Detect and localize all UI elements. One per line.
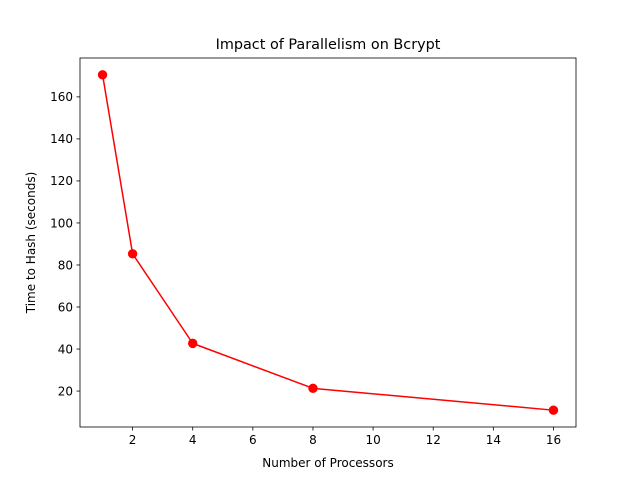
y-tick-label: 120	[50, 174, 73, 188]
y-tick-label: 80	[58, 258, 73, 272]
data-point	[127, 249, 138, 259]
y-tick-label: 60	[58, 300, 73, 314]
series-layer	[97, 70, 559, 415]
x-tick-label: 16	[546, 433, 561, 447]
data-point	[308, 383, 318, 394]
data-point	[97, 70, 108, 80]
x-tick-label: 14	[486, 433, 501, 447]
x-tick-label: 6	[249, 433, 257, 447]
y-tick-label: 100	[50, 216, 73, 230]
chart-title: Impact of Parallelism on Bcrypt	[216, 37, 441, 53]
y-tick-label: 20	[58, 384, 73, 398]
x-tick-label: 4	[189, 433, 197, 447]
data-point	[548, 405, 559, 415]
x-tick-label: 8	[309, 433, 317, 447]
x-tick-label: 10	[365, 433, 380, 447]
plot-area	[80, 58, 576, 427]
x-tick-label: 2	[129, 433, 137, 447]
y-axis-label: Time to Hash (seconds)	[24, 172, 38, 315]
x-axis-label: Number of Processors	[262, 456, 393, 470]
y-tick-label: 140	[50, 132, 73, 146]
y-axis-ticks: 20 40 60 80 100 120 140 160	[50, 90, 80, 398]
data-point	[188, 338, 198, 349]
plot-frame	[79, 57, 577, 428]
x-tick-label: 12	[426, 433, 441, 447]
y-tick-label: 160	[50, 90, 73, 104]
y-tick-label: 40	[58, 342, 73, 356]
x-axis-ticks: 2 4 6 8 10 12 14 16	[129, 427, 561, 447]
